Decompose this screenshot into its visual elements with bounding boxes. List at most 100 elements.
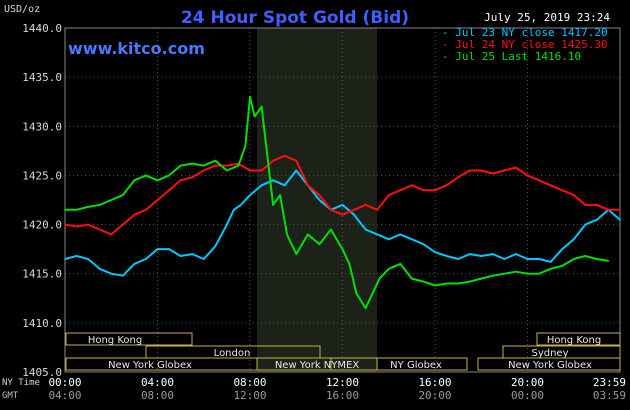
session-box	[477, 357, 621, 371]
series-2-point	[179, 179, 182, 182]
series-3-point	[364, 307, 367, 309]
series-2-point	[480, 169, 483, 172]
series-1-point	[399, 233, 402, 236]
series-1-point	[573, 238, 575, 241]
series-2-point	[596, 204, 598, 206]
series-2-point	[203, 169, 205, 172]
series-1-point	[98, 268, 101, 270]
series-2-point	[249, 169, 251, 172]
session-label: New York Globex	[108, 360, 192, 371]
series-2-point	[492, 172, 494, 175]
series-3-point	[295, 253, 298, 255]
series-1-point	[191, 253, 193, 255]
series-2-point	[98, 228, 101, 231]
series-1-point	[480, 255, 483, 257]
series-2-point	[411, 184, 413, 187]
y-tick-label: 1415.0	[22, 268, 62, 281]
series-3-point	[526, 272, 529, 275]
series-2-point	[561, 189, 563, 191]
series-2-point	[318, 194, 321, 196]
y-tick-label: 1420.0	[22, 219, 62, 232]
series-2-point	[538, 179, 540, 182]
legend-entry-3: - Jul 25 Last 1416.10	[442, 50, 581, 63]
x-tick-label-ny: 12:00	[326, 376, 359, 389]
series-1-point	[233, 209, 235, 211]
series-3-point	[64, 209, 66, 211]
series-3-point	[122, 194, 124, 196]
series-3-point	[445, 282, 448, 285]
series-1-point	[168, 248, 170, 250]
series-3-point	[422, 280, 425, 283]
series-3-point	[318, 243, 321, 245]
series-2-point	[434, 189, 436, 191]
series-3-point	[549, 268, 552, 270]
series-2-point	[584, 204, 587, 206]
series-3-point	[168, 174, 170, 177]
series-2-point	[457, 176, 459, 179]
y-tick-label: 1410.0	[22, 317, 62, 330]
series-2-point	[468, 169, 471, 172]
series-1-point	[434, 251, 436, 253]
series-3-point	[457, 282, 459, 285]
session-bars: Hong Kong Hong Kong Sydney London New York G…	[65, 332, 621, 371]
series-1-point	[353, 213, 355, 216]
session-label: New York NYMEX	[275, 360, 360, 371]
x-tick-label-gmt: 03:59	[593, 389, 626, 402]
series-3-point	[596, 258, 598, 260]
series-1-point	[584, 223, 587, 226]
series-3-point	[156, 179, 159, 182]
session-box	[376, 357, 468, 371]
series-2-point	[283, 155, 286, 157]
series-1-point	[468, 253, 471, 255]
session-label: Hong Kong	[547, 335, 601, 346]
series-1-point	[549, 261, 552, 263]
x-tick-label-gmt: 20:00	[418, 389, 451, 402]
series-1-point	[203, 258, 205, 260]
series-1-point	[260, 184, 263, 187]
watermark-url: www.kitco.com	[68, 39, 205, 58]
x-tick-label-gmt: 16:00	[326, 389, 359, 402]
series-3-point	[253, 115, 256, 118]
series-1-point	[422, 243, 425, 245]
series-3-point	[272, 204, 274, 206]
series-1-point	[122, 274, 124, 277]
series-1-point	[283, 184, 286, 187]
series-1-point	[619, 218, 621, 221]
series-2-point	[168, 189, 170, 191]
london-session-band	[257, 28, 377, 372]
series-3-point	[503, 272, 506, 275]
series-3-point	[348, 263, 351, 265]
series-3-point	[515, 270, 517, 273]
series-1-point	[364, 228, 367, 231]
x-tick-label-gmt: 08:00	[141, 389, 174, 402]
series-3-point	[341, 248, 344, 250]
series-2-point	[307, 184, 309, 187]
series-2-point	[399, 189, 402, 191]
series-1-point	[249, 194, 251, 196]
series-1-point	[526, 258, 529, 260]
series-1-point	[538, 258, 540, 260]
series-3-point	[98, 204, 101, 206]
series-1-point	[240, 204, 242, 206]
series-2-point	[122, 223, 124, 226]
series-1-point	[411, 238, 413, 241]
series-2-point	[145, 209, 147, 211]
x-tick-label-gmt: 12:00	[233, 389, 266, 402]
series-2-point	[133, 213, 136, 216]
series-1-point	[457, 258, 459, 260]
series-1-point	[318, 199, 321, 201]
y-tick-label: 1435.0	[22, 71, 62, 84]
series-2-point	[226, 164, 228, 167]
series-3-point	[584, 255, 587, 257]
x-tick-label-ny: 23:59	[593, 376, 626, 389]
series-3-point	[75, 209, 78, 211]
y-tick-label: 1430.0	[22, 120, 62, 133]
series-3-point	[214, 159, 217, 162]
series-1-point	[445, 255, 448, 257]
series-3-point	[492, 274, 494, 277]
legend: - Jul 23 NY close 1417.20- Jul 24 NY clo…	[442, 26, 608, 63]
series-line-3	[65, 95, 609, 310]
series-3-point	[378, 277, 381, 280]
series-2-point	[87, 223, 89, 226]
